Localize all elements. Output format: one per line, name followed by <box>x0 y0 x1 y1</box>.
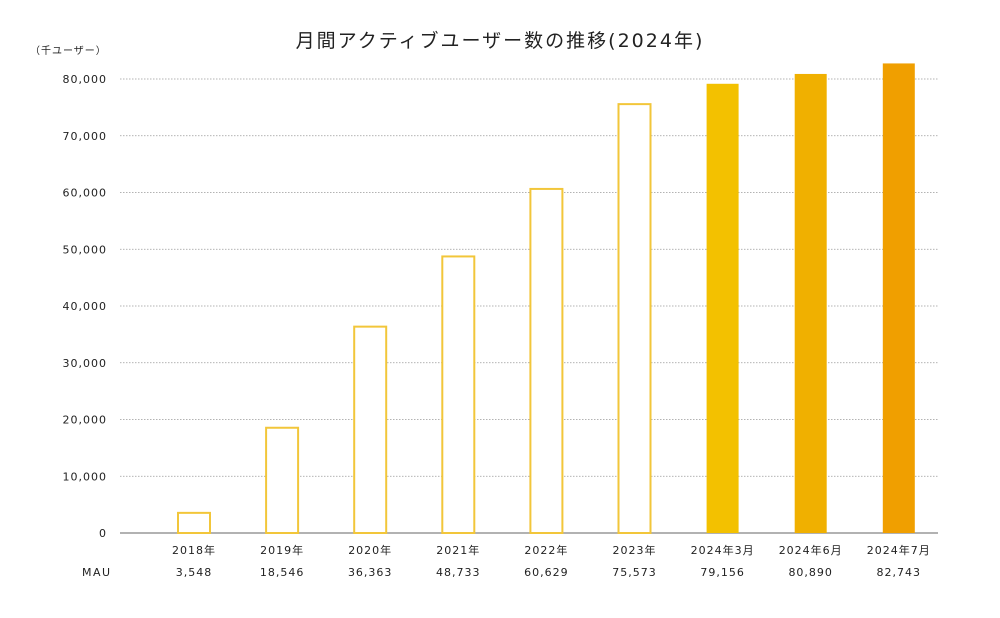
y-tick-label: 40,000 <box>63 300 108 313</box>
y-tick-label: 30,000 <box>63 357 108 370</box>
labels: 0 10,000 20,000 30,000 40,000 50,000 60,000 70,… <box>30 45 931 579</box>
bar <box>441 255 476 534</box>
y-tick-label: 80,000 <box>63 73 108 86</box>
y-tick-label: 60,000 <box>63 187 108 200</box>
y-tick-label: 10,000 <box>63 470 108 483</box>
bar <box>353 325 388 535</box>
y-tick-label: 70,000 <box>63 130 108 143</box>
value-label: 82,743 <box>877 566 922 579</box>
x-tick-label: 2018年 <box>172 543 216 557</box>
x-tick-label: 2024年3月 <box>691 543 755 557</box>
y-tick-label: 50,000 <box>63 243 108 256</box>
y-tick-label: 0 <box>99 527 107 540</box>
bar <box>794 73 827 533</box>
value-label: 36,363 <box>348 566 393 579</box>
value-label: 79,156 <box>700 566 745 579</box>
x-tick-label: 2024年6月 <box>779 543 843 557</box>
value-label: 80,890 <box>788 566 833 579</box>
bar <box>882 63 915 534</box>
value-label: 60,629 <box>524 566 569 579</box>
value-label: 48,733 <box>436 566 481 579</box>
x-tick-label: 2019年 <box>260 543 304 557</box>
bar <box>177 511 211 535</box>
bar <box>617 103 652 534</box>
bar <box>265 426 300 535</box>
y-unit-label: （千ユーザー） <box>30 45 107 57</box>
y-tick-label: 20,000 <box>63 414 108 427</box>
x-tick-label: 2022年 <box>524 543 568 557</box>
value-label: 3,548 <box>176 566 213 579</box>
row-label: MAU <box>82 566 112 579</box>
value-label: 75,573 <box>612 566 657 579</box>
x-tick-label: 2021年 <box>436 543 480 557</box>
value-label: 18,546 <box>260 566 305 579</box>
bar <box>529 187 564 534</box>
chart-title: 月間アクティブユーザー数の推移(2024年) <box>295 30 705 52</box>
bar <box>706 83 739 533</box>
x-tick-label: 2024年7月 <box>867 543 931 557</box>
bars <box>177 63 915 535</box>
x-tick-label: 2020年 <box>348 543 392 557</box>
x-tick-label: 2023年 <box>613 543 657 557</box>
